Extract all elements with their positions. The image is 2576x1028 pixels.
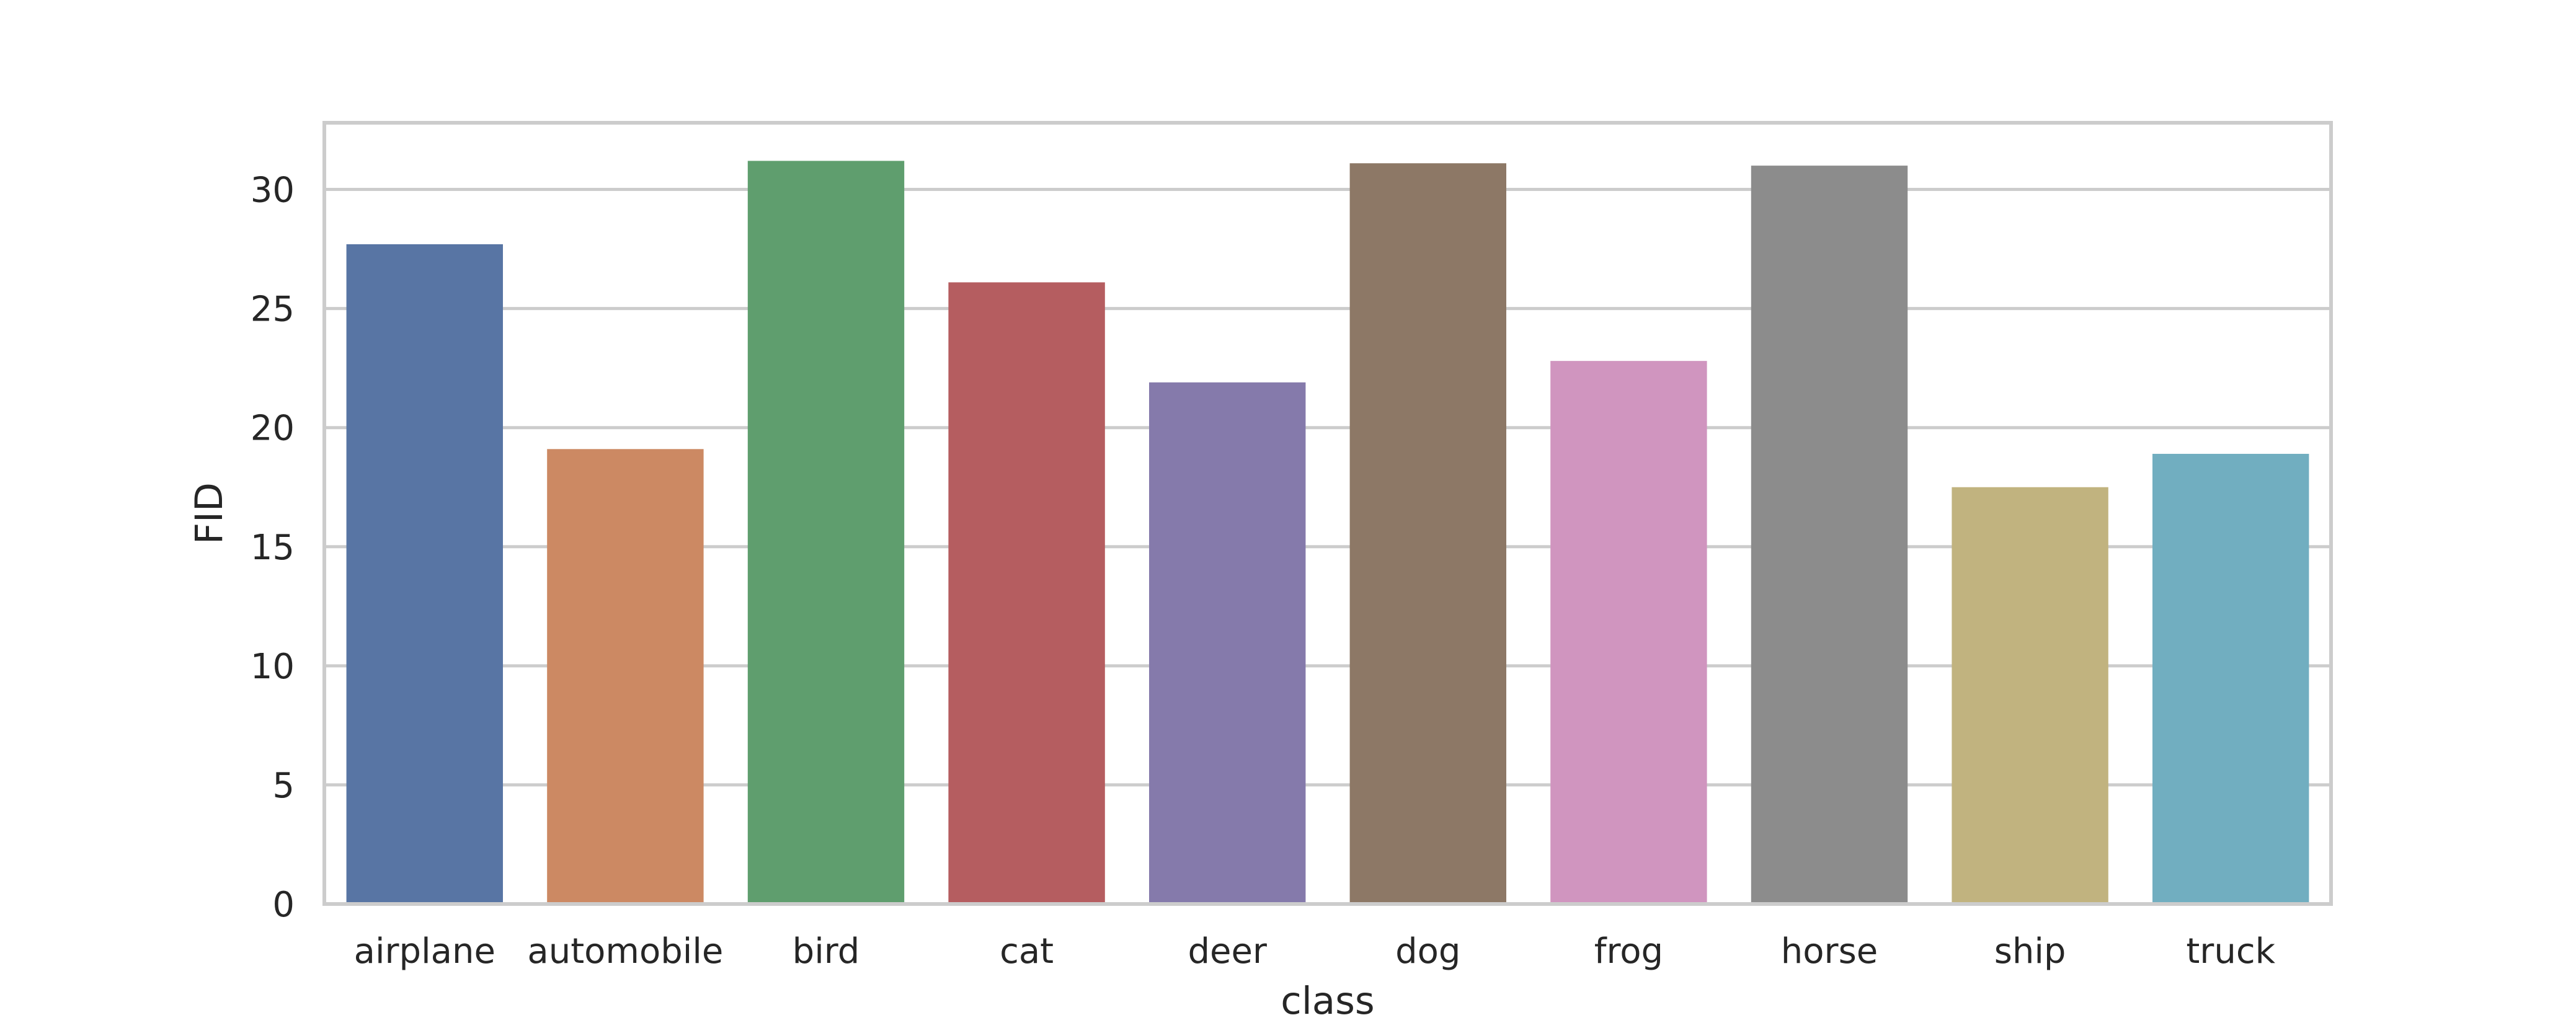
y-tick-label: 10 [251, 647, 295, 687]
bar-horse [1751, 166, 1908, 904]
y-tick-labels: 0 5 10 15 20 25 30 [251, 171, 295, 925]
bar-cat [948, 282, 1105, 904]
x-tick-label: ship [1994, 931, 2066, 972]
plot-frame [322, 121, 2333, 906]
bar-airplane [346, 244, 504, 904]
x-tick-label: horse [1781, 931, 1878, 972]
bars [346, 161, 2309, 905]
x-tick-label: cat [1000, 931, 1054, 972]
bar-deer [1148, 382, 1306, 904]
x-tick-label: dog [1395, 931, 1460, 972]
bar-dog [1349, 163, 1507, 904]
x-tick-label: deer [1188, 931, 1267, 972]
bar-automobile [547, 449, 704, 904]
y-tick-label: 20 [251, 409, 295, 449]
y-tick-label: 15 [251, 528, 295, 568]
y-tick-label: 0 [272, 885, 295, 925]
bar-bird [747, 161, 905, 905]
x-tick-label: frog [1594, 931, 1663, 972]
x-tick-label: airplane [354, 931, 495, 972]
bar-truck [2152, 453, 2309, 904]
y-tick-label: 25 [251, 290, 295, 330]
x-tick-labels: airplane automobile bird cat deer dog frog hors… [354, 931, 2276, 972]
bar-frog [1550, 361, 1707, 904]
y-axis-title: FID [187, 482, 231, 544]
y-tick-label: 5 [272, 766, 295, 806]
x-tick-label: automobile [527, 931, 723, 972]
x-tick-label: bird [793, 931, 860, 972]
x-tick-label: truck [2186, 931, 2275, 972]
y-tick-label: 30 [251, 171, 295, 211]
bar-ship [1952, 487, 2108, 904]
x-axis-title: class [1281, 979, 1374, 1023]
